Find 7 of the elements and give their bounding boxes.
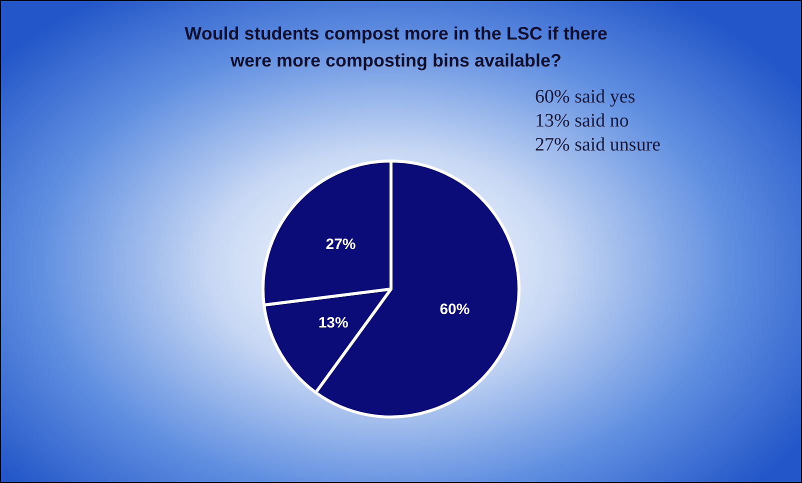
- text: 13% said no: [535, 110, 629, 132]
- data-label: 13%: [318, 314, 348, 332]
- text: 27% said unsure: [535, 134, 661, 156]
- data-label: 27%: [326, 236, 356, 254]
- chart-title: Would students compost more in the LSC if there were more composting bins available?: [184, 24, 608, 70]
- data-label: 60%: [440, 301, 470, 318]
- text: 60% said yes: [535, 86, 636, 108]
